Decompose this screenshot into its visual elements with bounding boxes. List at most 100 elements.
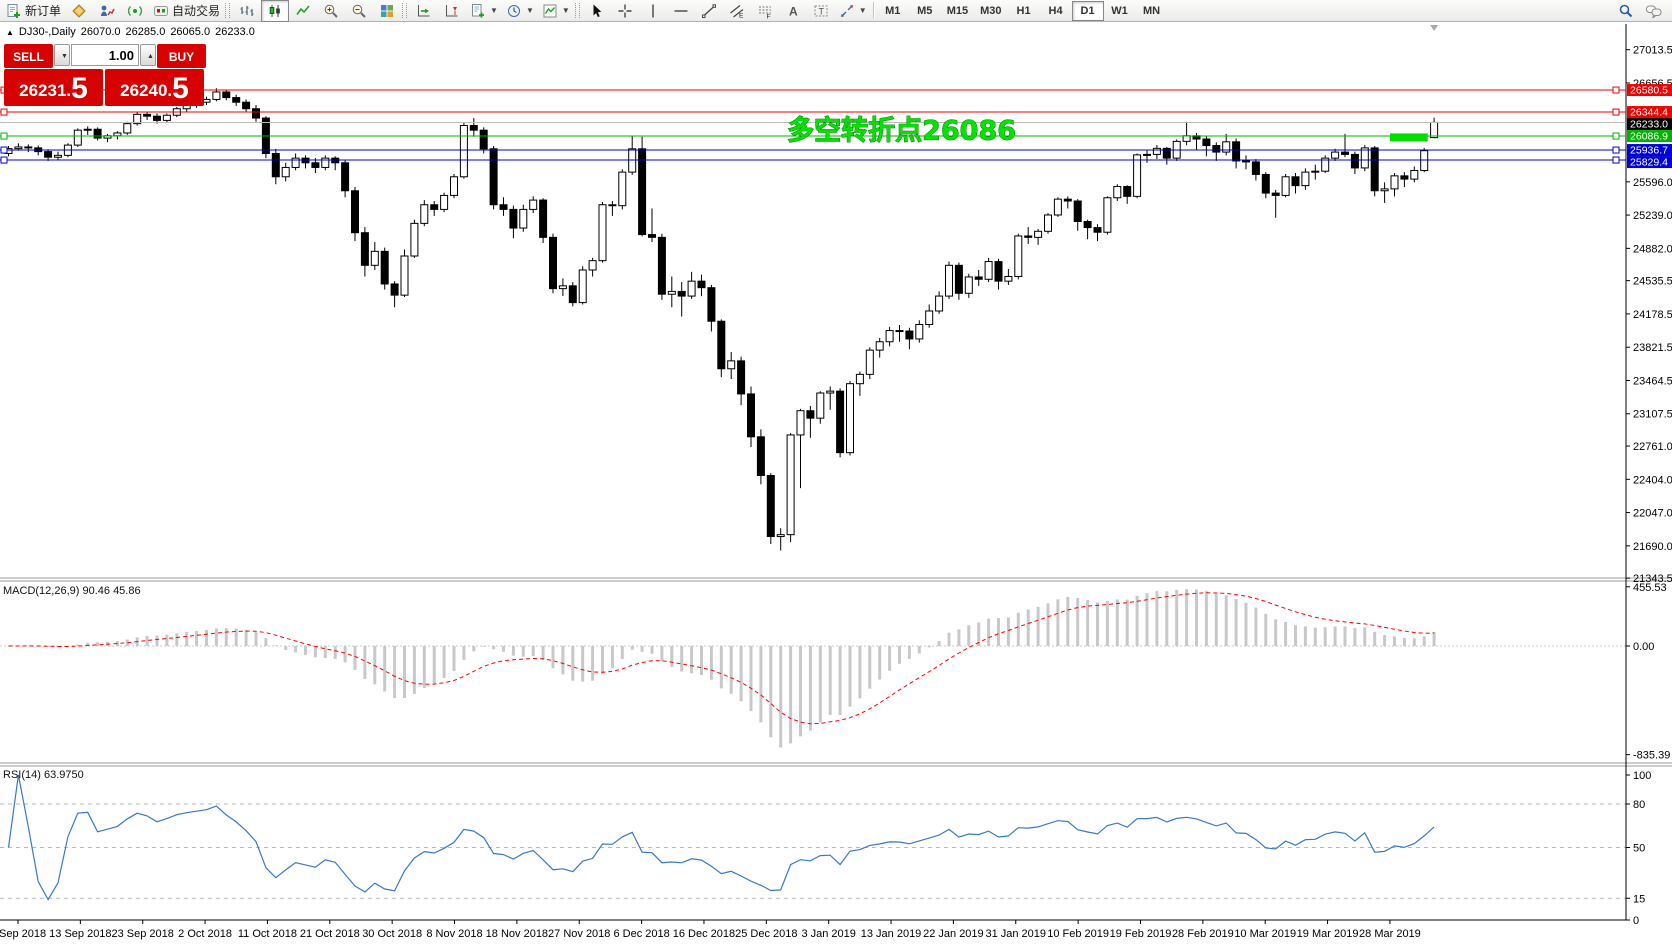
candle	[123, 123, 132, 134]
autotrading-button[interactable]: 自动交易	[149, 0, 224, 22]
ohlc-high: 26285.0	[125, 26, 166, 38]
candle	[1360, 147, 1369, 169]
text-a-icon: A	[789, 4, 798, 18]
candle	[895, 330, 904, 333]
tile-windows-button[interactable]	[373, 0, 401, 22]
sell-button[interactable]: SELL	[4, 44, 53, 68]
ohlc-open: 26070.0	[80, 26, 121, 38]
line-chart-button[interactable]	[289, 0, 317, 22]
timeframe-m5[interactable]: M5	[917, 4, 933, 17]
bar-chart-button[interactable]	[233, 0, 261, 22]
toolbar-grip[interactable]	[574, 3, 580, 18]
timeframe-mn[interactable]: MN	[1142, 4, 1161, 17]
macd-label: MACD(12,26,9)	[3, 585, 80, 597]
price-tick-label: 22404.0	[1633, 474, 1672, 486]
candlestick-chart-button[interactable]	[261, 0, 290, 22]
volume-increase-button[interactable]: ▲	[140, 44, 156, 66]
webphone-button[interactable]	[121, 0, 149, 22]
timeframe-d1[interactable]: D1	[1071, 0, 1104, 21]
zoom-in-icon	[324, 4, 338, 18]
price-tick-label: 25596.0	[1633, 177, 1672, 189]
timeframe-m1[interactable]: M1	[885, 4, 901, 17]
trendline-button[interactable]	[695, 0, 723, 22]
date-label: 3 Jan 2019	[801, 928, 855, 940]
zoom-out-icon	[352, 4, 366, 18]
line-handle[interactable]	[0, 108, 8, 116]
indicators-button[interactable]: ▼	[538, 0, 574, 22]
line-handle[interactable]	[0, 132, 8, 140]
new-order-icon	[7, 3, 20, 18]
candle	[420, 204, 429, 224]
equidistant-channel-button[interactable]: E	[723, 0, 751, 22]
timeframe-h1[interactable]: H1	[1016, 4, 1031, 17]
timeframe-m30[interactable]: M30	[980, 4, 1002, 17]
timeframe-w1[interactable]: W1	[1111, 4, 1128, 17]
candle	[153, 115, 161, 121]
buy-price-display[interactable]: 26240. 5	[105, 69, 204, 106]
line-handle[interactable]	[1612, 86, 1620, 94]
volume-input[interactable]	[71, 44, 139, 66]
candle	[608, 204, 617, 207]
line-handle[interactable]	[1612, 132, 1620, 140]
highlight-segment[interactable]	[1390, 133, 1428, 142]
search-button[interactable]	[1612, 0, 1640, 22]
candle	[1370, 147, 1379, 192]
line-handle[interactable]	[1612, 146, 1620, 154]
horizontal-line-button[interactable]	[667, 0, 695, 22]
timeframe-h4[interactable]: H4	[1048, 4, 1063, 17]
zoom-out-button[interactable]	[345, 0, 373, 22]
sell-price-main: 26231	[19, 81, 67, 100]
svg-text:T: T	[818, 6, 824, 16]
horizontal-line-icon	[674, 9, 688, 12]
timeframe-m15[interactable]: M15	[946, 4, 969, 17]
candle	[73, 129, 82, 146]
new-order-button[interactable]: 新订单	[2, 0, 65, 22]
periods-button[interactable]: ▼	[502, 0, 538, 22]
market-watch-button[interactable]	[65, 0, 93, 22]
chart-header: ▲ DJ30-,Daily 26070.0 26285.0 26065.0 26…	[6, 26, 255, 38]
date-label: 23 Sep 2018	[112, 928, 174, 940]
fibonacci-button[interactable]: F	[751, 0, 779, 22]
candle	[1034, 230, 1043, 238]
cursor-button[interactable]	[583, 0, 611, 22]
auto-scroll-button[interactable]	[410, 0, 438, 22]
candle	[558, 285, 567, 290]
volume-decrease-button[interactable]: ▼	[54, 44, 70, 66]
toolbar-grip[interactable]	[225, 3, 231, 18]
rsi-tick-label: 50	[1633, 843, 1645, 855]
price-tick-label: 21343.5	[1633, 573, 1672, 585]
line-handle[interactable]	[0, 156, 8, 164]
text-label-button[interactable]: T	[807, 0, 835, 22]
candle	[252, 108, 260, 119]
date-label: 10 Feb 2019	[1047, 928, 1109, 940]
chat-button[interactable]	[1640, 0, 1668, 22]
buy-button[interactable]: BUY	[157, 44, 206, 68]
candle	[954, 264, 963, 294]
profile-button[interactable]	[93, 0, 121, 22]
line-handle[interactable]	[1612, 156, 1620, 164]
arrows-button[interactable]: ▼	[835, 0, 871, 22]
svg-text:F: F	[766, 13, 770, 19]
date-label: 19 Feb 2019	[1110, 928, 1172, 940]
line-handle[interactable]	[0, 146, 8, 154]
sell-price-display[interactable]: 26231. 5	[4, 69, 103, 106]
templates-button[interactable]: ▼	[466, 0, 502, 22]
collapse-icon[interactable]: ▲	[6, 27, 14, 37]
candle	[1004, 276, 1013, 282]
macd-panel	[0, 589, 1626, 748]
toolbar-grip[interactable]	[402, 3, 408, 18]
crosshair-button[interactable]	[611, 0, 639, 22]
line-handle[interactable]	[1612, 108, 1620, 116]
text-button[interactable]: A	[779, 0, 807, 22]
rsi-tick-label: 100	[1633, 770, 1651, 782]
price-tick-label: 24535.5	[1633, 276, 1672, 288]
candle	[430, 204, 439, 210]
candle	[410, 222, 419, 257]
chart-shift-button[interactable]	[438, 0, 466, 22]
price-tick-label: 25239.0	[1633, 210, 1672, 222]
chart-shift-marker[interactable]	[1430, 25, 1439, 31]
zoom-in-button[interactable]	[317, 0, 345, 22]
trendline-icon	[701, 3, 716, 18]
vertical-line-button[interactable]	[639, 0, 667, 22]
